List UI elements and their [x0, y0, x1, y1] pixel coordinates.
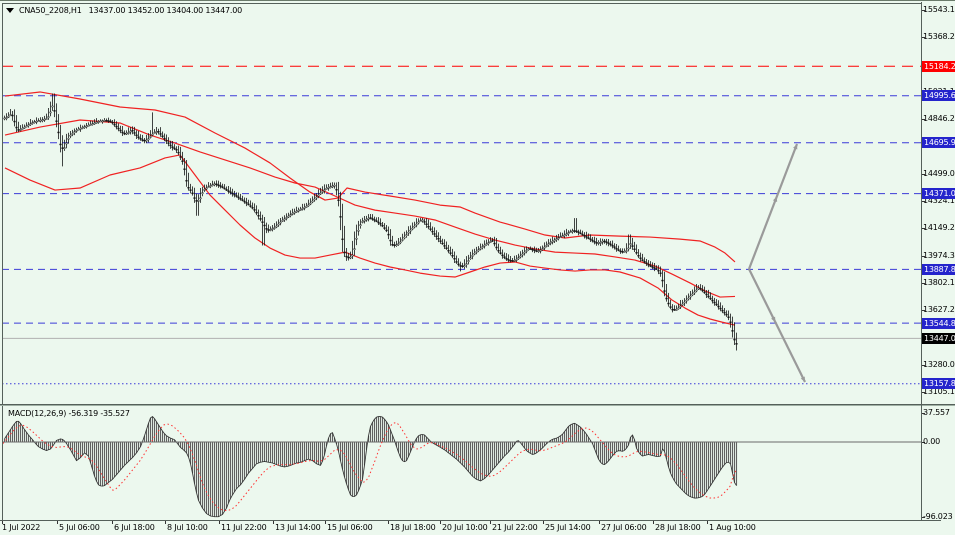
price-axis-separator	[921, 2, 922, 521]
axis-tick	[921, 442, 925, 443]
price-tick-label: 13280.05	[923, 359, 955, 369]
macd-indicator-label: MACD(12,26,9) -56.319 -35.527	[8, 409, 130, 418]
axis-tick	[599, 520, 600, 524]
axis-tick	[490, 520, 491, 524]
axis-tick	[921, 516, 925, 518]
price-level-label: 14695.99	[922, 137, 955, 149]
price-tick-label: 15368.25	[923, 32, 955, 42]
axis-tick	[112, 520, 113, 524]
axis-tick	[325, 520, 326, 524]
axis-tick	[273, 520, 274, 524]
time-tick-label: 8 Jul 10:00	[167, 523, 208, 532]
axis-tick	[921, 255, 925, 257]
price-tick-label: 13974.35	[923, 250, 955, 260]
axis-tick	[921, 364, 925, 366]
bollinger-middle-band	[4, 119, 736, 298]
axis-tick	[921, 10, 925, 11]
price-level-label: 13157.84	[922, 378, 955, 390]
price-chart-canvas[interactable]	[2, 3, 921, 404]
price-tick-label: 14324.15	[923, 195, 955, 205]
quick-nav-icon[interactable]	[6, 8, 14, 13]
price-tick-label: 14846.20	[923, 114, 955, 124]
time-tick-label: 15 Jul 06:00	[327, 523, 373, 532]
time-tick-label: 18 Jul 18:00	[390, 523, 436, 532]
chart-header: CNA50_2208,H1 13437.00 13452.00 13404.00…	[6, 6, 242, 15]
time-tick-label: 27 Jul 06:00	[601, 523, 647, 532]
price-level-label: 15184.26	[922, 60, 955, 72]
level-lines	[2, 65, 921, 385]
trend-arrows	[747, 143, 806, 383]
macd-chart-canvas[interactable]	[2, 406, 921, 520]
macd-axis-label: -96.023	[923, 511, 953, 521]
price-level-label: 14995.62	[922, 90, 955, 102]
axis-tick	[440, 520, 441, 524]
axis-tick	[2, 520, 3, 524]
price-level-label: 13544.84	[922, 317, 955, 329]
axis-tick	[921, 310, 925, 312]
time-tick-label: 11 Jul 22:00	[221, 523, 267, 532]
candles	[3, 93, 738, 351]
axis-tick	[921, 200, 925, 202]
macd-histogram	[3, 416, 738, 517]
axis-tick	[653, 520, 654, 524]
price-tick-label: 14499.05	[923, 168, 955, 178]
axis-tick	[921, 412, 925, 414]
bollinger-upper-band	[4, 91, 736, 263]
price-tick-label: 14149.25	[923, 223, 955, 233]
time-tick-label: 21 Jul 22:00	[492, 523, 538, 532]
time-axis-separator	[0, 520, 941, 521]
axis-tick	[921, 173, 925, 175]
axis-tick	[707, 520, 708, 524]
time-tick-label: 6 Jul 18:00	[114, 523, 155, 532]
window-top-border	[0, 0, 955, 1]
price-tick-label: 13802.10	[923, 277, 955, 287]
time-tick-label: 28 Jul 18:00	[655, 523, 701, 532]
time-tick-label: 1 Jul 2022	[2, 523, 41, 532]
axis-tick	[921, 37, 925, 39]
price-tick-label: 13105.15	[923, 386, 955, 396]
time-tick-label: 20 Jul 10:00	[442, 523, 488, 532]
axis-tick	[543, 520, 544, 524]
chart-title: CNA50_2208,H1 13437.00 13452.00 13404.00…	[19, 6, 242, 15]
time-tick-label: 1 Aug 10:00	[709, 523, 756, 532]
bollinger-lower-band	[4, 154, 736, 326]
axis-tick	[921, 119, 925, 121]
axis-tick	[165, 520, 166, 524]
macd-axis-label: 0.00	[923, 437, 941, 446]
axis-tick	[219, 520, 220, 524]
macd-histogram-contour	[4, 416, 737, 518]
price-level-label: 14371.01	[922, 188, 955, 200]
price-tick-label: 13627.20	[923, 305, 955, 315]
axis-tick	[921, 282, 925, 284]
price-level-label: 13887.88	[922, 263, 955, 275]
current-price-label: 13447.00	[922, 332, 955, 344]
axis-tick	[921, 391, 925, 393]
time-tick-label: 5 Jul 06:00	[59, 523, 100, 532]
time-tick-label: 13 Jul 14:00	[275, 523, 321, 532]
price-tick-label: 15543.15	[923, 5, 955, 14]
macd-axis-label: 37.557	[923, 407, 950, 417]
axis-tick	[921, 228, 925, 230]
bollinger-bands	[4, 91, 736, 326]
pane-splitter[interactable]	[0, 404, 955, 406]
axis-tick	[388, 520, 389, 524]
time-tick-label: 25 Jul 14:00	[545, 523, 591, 532]
axis-tick	[57, 520, 58, 524]
